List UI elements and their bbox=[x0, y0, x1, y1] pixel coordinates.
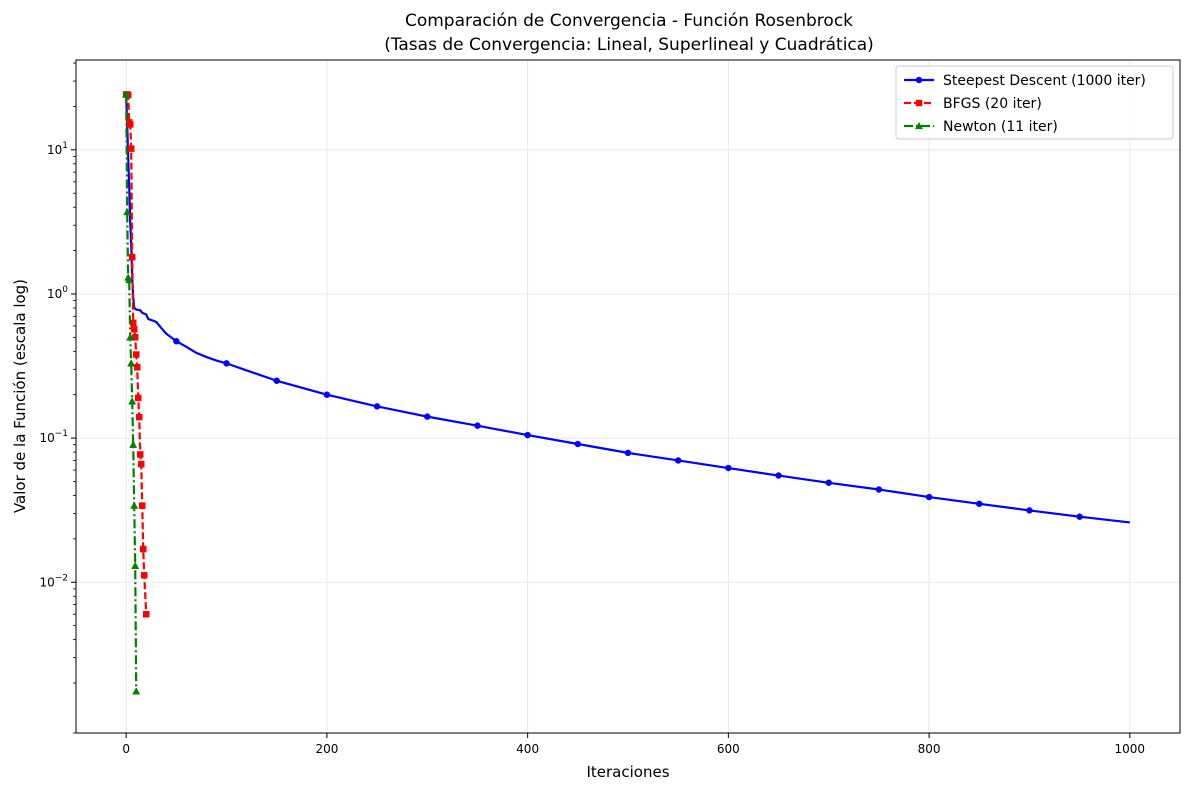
data-point bbox=[138, 502, 146, 509]
data-point bbox=[323, 391, 331, 398]
y-tick-label: 100 bbox=[47, 285, 68, 301]
legend-label: Steepest Descent (1000 iter) bbox=[943, 73, 1146, 89]
data-point bbox=[135, 413, 143, 421]
data-point bbox=[474, 422, 481, 429]
data-point bbox=[140, 571, 148, 579]
y-tick-label: 10−2 bbox=[39, 573, 68, 589]
data-point bbox=[128, 253, 136, 261]
data-point bbox=[524, 431, 531, 439]
data-point bbox=[223, 360, 230, 367]
data-point bbox=[925, 493, 933, 501]
data-point bbox=[125, 275, 134, 284]
plot-series bbox=[122, 90, 1130, 695]
series-2 bbox=[122, 90, 141, 695]
data-point bbox=[624, 449, 632, 457]
plot-frame bbox=[75, 59, 1181, 734]
data-point bbox=[126, 121, 134, 128]
data-point bbox=[775, 472, 782, 479]
data-point bbox=[143, 610, 150, 618]
data-point bbox=[976, 500, 983, 508]
data-point bbox=[126, 333, 135, 341]
data-point bbox=[273, 377, 280, 385]
data-point bbox=[127, 359, 136, 367]
x-tick-label: 800 bbox=[918, 742, 941, 756]
data-point bbox=[130, 325, 138, 333]
axis-ticks: 0 200 400 600 800 1000 10−2 10−1 100 101 bbox=[39, 62, 1146, 756]
data-point bbox=[424, 413, 431, 420]
data-point bbox=[1076, 513, 1083, 520]
legend-label: Newton (11 iter) bbox=[943, 119, 1058, 135]
x-tick-label: 400 bbox=[516, 742, 539, 756]
data-point bbox=[674, 457, 682, 464]
legend-marker bbox=[914, 121, 924, 130]
chart-subtitle: (Tasas de Convergencia: Lineal, Superlin… bbox=[384, 35, 874, 55]
x-tick-label: 600 bbox=[717, 742, 740, 756]
x-axis-label: Iteraciones bbox=[586, 763, 669, 781]
y-tick-label: 101 bbox=[47, 141, 68, 157]
data-point bbox=[173, 337, 180, 345]
data-point bbox=[128, 397, 137, 405]
series-line bbox=[126, 93, 148, 615]
data-point bbox=[122, 90, 131, 98]
chart-title: Comparación de Convergencia - Función Ro… bbox=[405, 11, 853, 31]
data-point bbox=[574, 440, 582, 448]
legend-box bbox=[895, 65, 1174, 140]
legend-marker bbox=[915, 76, 923, 84]
data-point bbox=[1026, 507, 1033, 514]
data-point bbox=[133, 364, 141, 371]
data-point bbox=[139, 545, 147, 553]
data-point bbox=[131, 561, 140, 569]
data-point bbox=[134, 394, 142, 402]
data-point bbox=[132, 687, 141, 695]
y-axis-label: Valor de la Función (escala log) bbox=[11, 279, 29, 513]
data-point bbox=[129, 319, 137, 327]
data-point bbox=[825, 479, 832, 487]
series-line bbox=[125, 94, 138, 692]
x-tick-label: 200 bbox=[315, 742, 338, 756]
data-point bbox=[130, 501, 139, 509]
y-tick-label: 10−1 bbox=[39, 429, 68, 445]
data-point bbox=[725, 464, 732, 472]
data-point bbox=[137, 460, 145, 468]
data-point bbox=[875, 486, 883, 493]
data-point bbox=[127, 145, 135, 152]
legend: Steepest Descent (1000 iter) BFGS (20 ite… bbox=[895, 65, 1174, 140]
data-point bbox=[132, 351, 140, 358]
series-1 bbox=[122, 91, 150, 618]
x-tick-label: 0 bbox=[122, 742, 130, 756]
legend-marker bbox=[915, 99, 923, 107]
data-point bbox=[136, 451, 144, 458]
data-point bbox=[129, 440, 138, 448]
data-point bbox=[373, 403, 381, 410]
x-tick-label: 1000 bbox=[1115, 742, 1146, 756]
legend-label: BFGS (20 iter) bbox=[943, 96, 1042, 112]
data-point bbox=[123, 207, 132, 216]
